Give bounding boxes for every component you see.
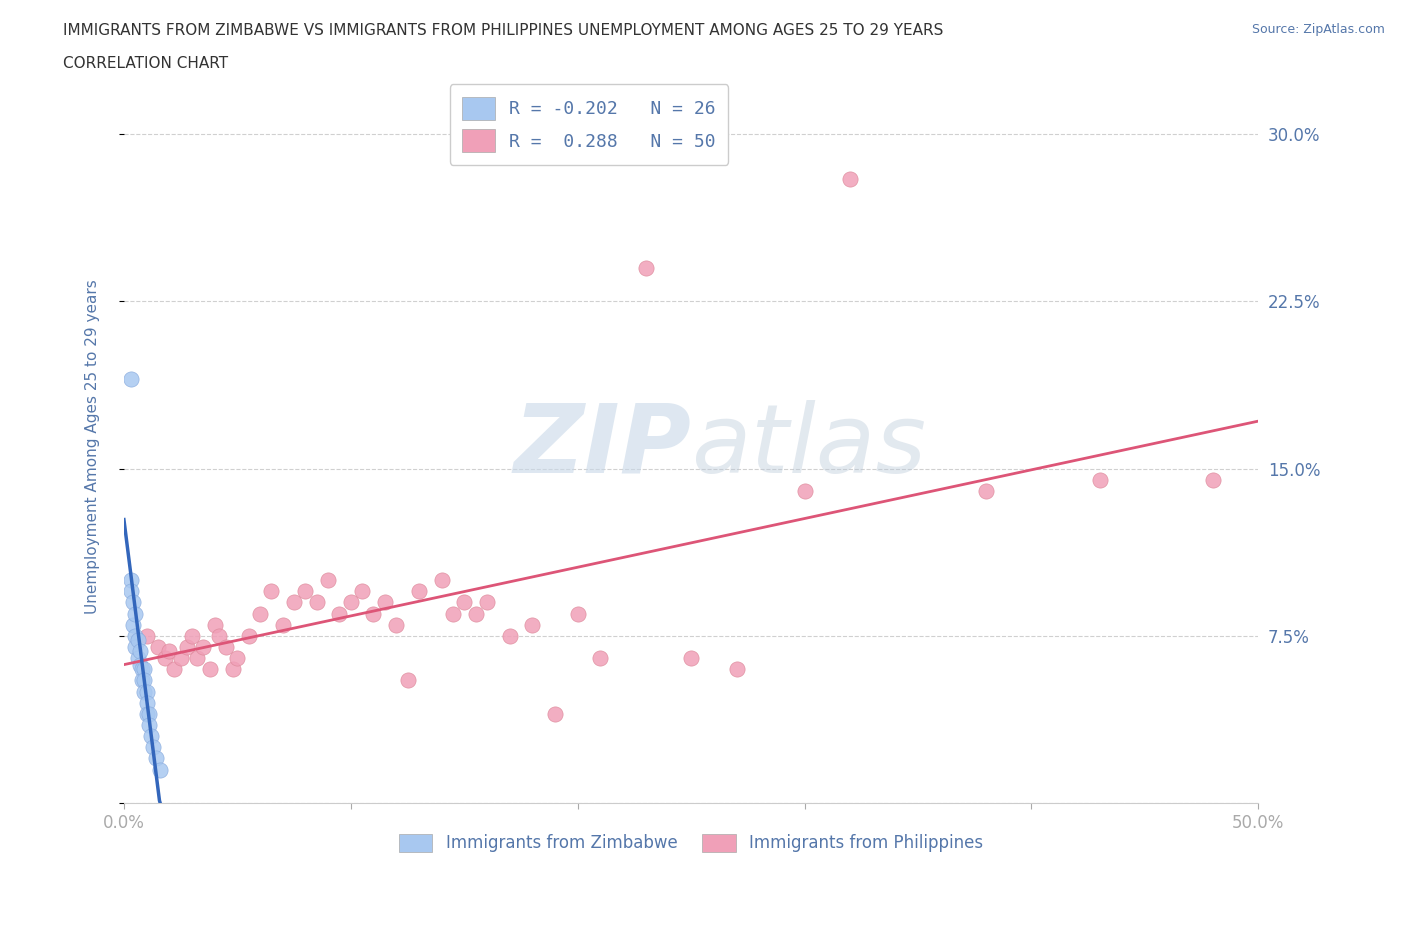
Point [135,684,157,699]
Point [149,763,172,777]
Point [127,651,149,666]
Point [135,629,157,644]
Point [681,651,703,666]
Point [139,729,162,744]
Point [198,662,221,677]
Point [396,673,419,688]
Point [453,595,475,610]
Point [146,640,169,655]
Point [374,595,396,610]
Point [120,584,142,599]
Point [135,696,157,711]
Text: ZIP: ZIP [513,400,692,493]
Point [352,584,374,599]
Point [441,606,464,621]
Point [120,573,142,588]
Point [498,629,520,644]
Point [222,662,245,677]
Text: CORRELATION CHART: CORRELATION CHART [63,56,228,71]
Point [120,372,142,387]
Point [839,171,862,186]
Point [134,662,156,677]
Point [122,618,145,632]
Point [176,640,198,655]
Point [186,651,208,666]
Point [226,651,249,666]
Y-axis label: Unemployment Among Ages 25 to 29 years: Unemployment Among Ages 25 to 29 years [86,279,100,614]
Point [128,644,150,658]
Point [124,640,146,655]
Point [138,707,160,722]
Point [193,640,215,655]
Point [544,707,567,722]
Text: atlas: atlas [692,400,927,493]
Point [475,595,498,610]
Point [163,662,186,677]
Point [464,606,486,621]
Point [131,662,153,677]
Point [271,618,294,632]
Point [974,484,997,498]
Point [294,584,316,599]
Point [153,651,176,666]
Point [134,684,156,699]
Point [127,632,149,647]
Point [408,584,430,599]
Point [131,673,153,688]
Point [124,629,146,644]
Point [567,606,589,621]
Point [340,595,363,610]
Point [260,584,283,599]
Point [589,651,612,666]
Point [283,595,305,610]
Point [122,595,145,610]
Point [793,484,815,498]
Point [145,751,167,766]
Point [142,740,165,755]
Point [1088,472,1111,487]
Point [238,629,260,644]
Point [169,651,191,666]
Legend: Immigrants from Zimbabwe, Immigrants from Philippines: Immigrants from Zimbabwe, Immigrants fro… [392,827,990,859]
Point [634,260,657,275]
Point [316,573,339,588]
Point [385,618,408,632]
Point [522,618,544,632]
Point [157,644,180,658]
Point [208,629,231,644]
Point [725,662,748,677]
Point [1202,472,1225,487]
Text: IMMIGRANTS FROM ZIMBABWE VS IMMIGRANTS FROM PHILIPPINES UNEMPLOYMENT AMONG AGES : IMMIGRANTS FROM ZIMBABWE VS IMMIGRANTS F… [63,23,943,38]
Point [138,718,160,733]
Point [181,629,204,644]
Point [204,618,226,632]
Point [124,606,146,621]
Point [328,606,350,621]
Point [134,673,156,688]
Text: Source: ZipAtlas.com: Source: ZipAtlas.com [1251,23,1385,36]
Point [249,606,271,621]
Point [128,658,150,672]
Point [305,595,328,610]
Point [430,573,453,588]
Point [363,606,385,621]
Point [135,707,157,722]
Point [215,640,238,655]
